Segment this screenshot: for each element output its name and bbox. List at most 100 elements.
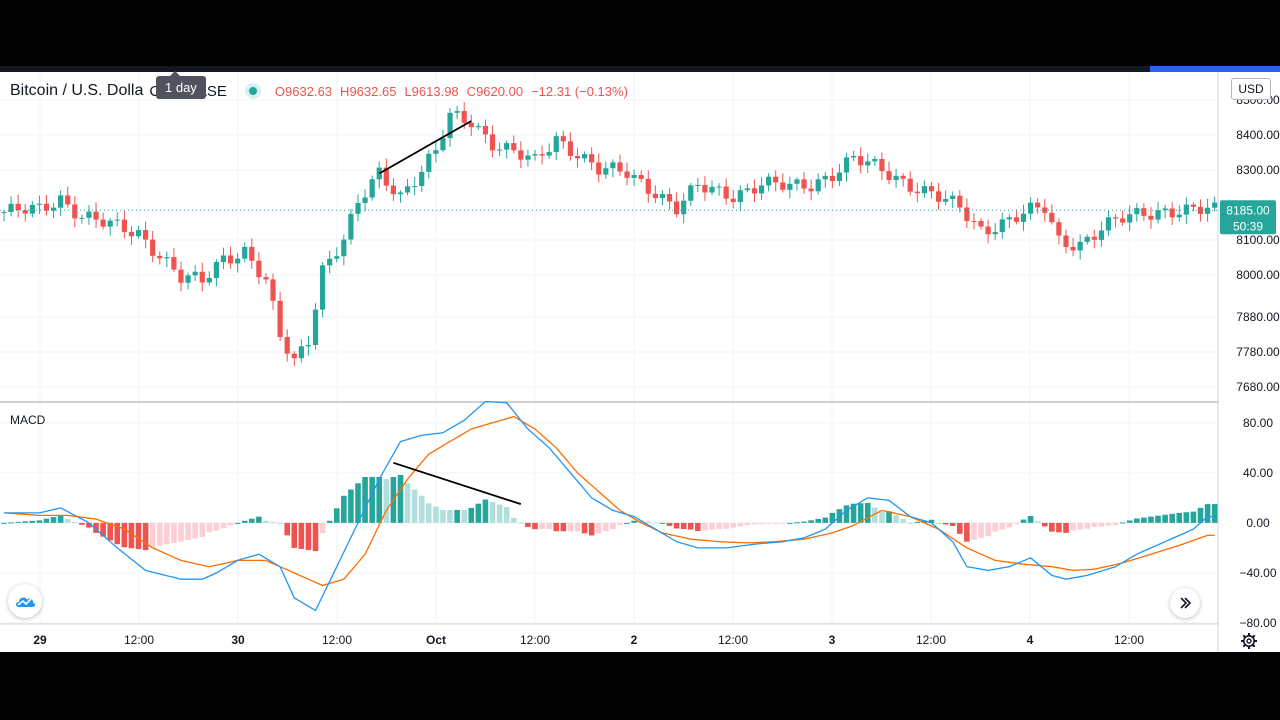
- histogram-bar: [893, 515, 899, 523]
- candle: [914, 182, 920, 203]
- candle: [29, 201, 35, 218]
- histogram-bar: [666, 522, 673, 526]
- candle-body: [794, 179, 800, 184]
- price-trend-line: [378, 120, 472, 175]
- candle-body: [256, 260, 262, 278]
- histogram-bar: [617, 522, 623, 525]
- candle: [532, 150, 538, 161]
- candle: [341, 234, 347, 266]
- candle-body: [532, 154, 538, 156]
- macd-tick-label: 0.00: [1246, 516, 1270, 530]
- tradingview-cloud-icon[interactable]: [8, 584, 42, 618]
- candle: [390, 178, 396, 202]
- candle: [950, 191, 956, 209]
- candle-body: [773, 176, 779, 183]
- candle-body: [50, 207, 57, 211]
- candle-body: [907, 178, 913, 192]
- candle-body: [1127, 214, 1133, 223]
- candle: [773, 170, 779, 192]
- candle: [808, 179, 814, 201]
- candle-body: [780, 182, 786, 190]
- candle-body: [957, 195, 963, 208]
- candle: [362, 189, 368, 212]
- candle-body: [192, 271, 198, 276]
- time-tick-label: 29: [33, 633, 47, 647]
- candle-body: [581, 154, 588, 159]
- histogram-bar: [631, 520, 637, 523]
- candle: [93, 202, 99, 229]
- histogram-bar: [468, 507, 475, 523]
- candle: [1070, 237, 1076, 257]
- histogram-bar: [546, 522, 552, 530]
- histogram-bar: [1169, 513, 1175, 523]
- candle: [468, 114, 474, 137]
- candle-body: [950, 195, 956, 200]
- candle-body: [242, 246, 248, 259]
- candle: [766, 173, 772, 192]
- candle: [489, 125, 496, 158]
- histogram-bar: [1013, 522, 1020, 524]
- candle-body: [150, 239, 156, 256]
- candle: [114, 212, 120, 227]
- candle: [447, 108, 453, 147]
- histogram-bar: [539, 522, 545, 530]
- candle: [433, 141, 439, 163]
- candle: [65, 186, 71, 208]
- symbol-name[interactable]: Bitcoin / U.S. Dolla: [10, 82, 144, 99]
- chevron-double-right-icon[interactable]: [1170, 588, 1200, 618]
- histogram-bar: [652, 522, 659, 524]
- histogram-bar: [879, 512, 885, 523]
- histogram-bar: [815, 518, 821, 523]
- candle: [277, 291, 283, 341]
- histogram-bar: [121, 522, 128, 548]
- histogram-bar: [872, 507, 878, 523]
- candle-body: [320, 265, 326, 310]
- candle-body: [454, 111, 460, 113]
- candle-body: [312, 309, 319, 345]
- chart-canvas[interactable]: 7680.00 7780.00 7880.00 8000.00 8100.00 8300.…: [0, 66, 1280, 652]
- candle: [674, 192, 680, 218]
- histogram-bar: [886, 511, 892, 523]
- candle: [348, 209, 354, 245]
- candle: [999, 212, 1005, 239]
- histogram-bar: [1084, 522, 1091, 529]
- price-tick-label: 8300.00: [1236, 163, 1280, 177]
- histogram-bar: [489, 502, 496, 523]
- candle-body: [390, 185, 396, 195]
- candle-body: [1028, 202, 1034, 214]
- candle-body: [603, 168, 609, 175]
- ohlc-high: H9632.65: [340, 83, 397, 99]
- candle: [978, 218, 984, 230]
- candle: [695, 177, 701, 193]
- histogram-bar: [8, 522, 14, 524]
- histogram-bar: [93, 522, 99, 533]
- histogram-bar: [15, 521, 21, 523]
- candle: [256, 252, 262, 285]
- candle: [1148, 207, 1154, 229]
- candle-body: [631, 174, 637, 178]
- histogram-bar: [482, 499, 489, 523]
- candle: [1006, 214, 1012, 228]
- candle: [1183, 197, 1189, 224]
- currency-button[interactable]: USD: [1231, 78, 1271, 100]
- histogram-bar: [86, 522, 92, 528]
- time-tick-label: 30: [231, 633, 245, 647]
- candle: [178, 261, 184, 292]
- candle: [624, 162, 630, 186]
- candle-body: [1077, 241, 1083, 251]
- indicator-label[interactable]: MACD: [10, 413, 46, 427]
- candle-body: [412, 186, 418, 188]
- candle: [787, 176, 793, 199]
- candle-body: [943, 199, 949, 202]
- candle-body: [751, 188, 758, 194]
- gear-icon[interactable]: [1238, 630, 1260, 652]
- candle: [1, 209, 7, 222]
- market-status-dot-icon: [248, 87, 257, 95]
- interval-tooltip: 1 day: [156, 76, 206, 99]
- top-toolbar-strip: [0, 66, 1280, 72]
- candle-body: [971, 220, 977, 222]
- macd-tick-label: −80.00: [1239, 616, 1276, 630]
- histogram-bar: [794, 522, 800, 524]
- histogram-bar: [284, 522, 290, 536]
- candle-body: [348, 213, 354, 240]
